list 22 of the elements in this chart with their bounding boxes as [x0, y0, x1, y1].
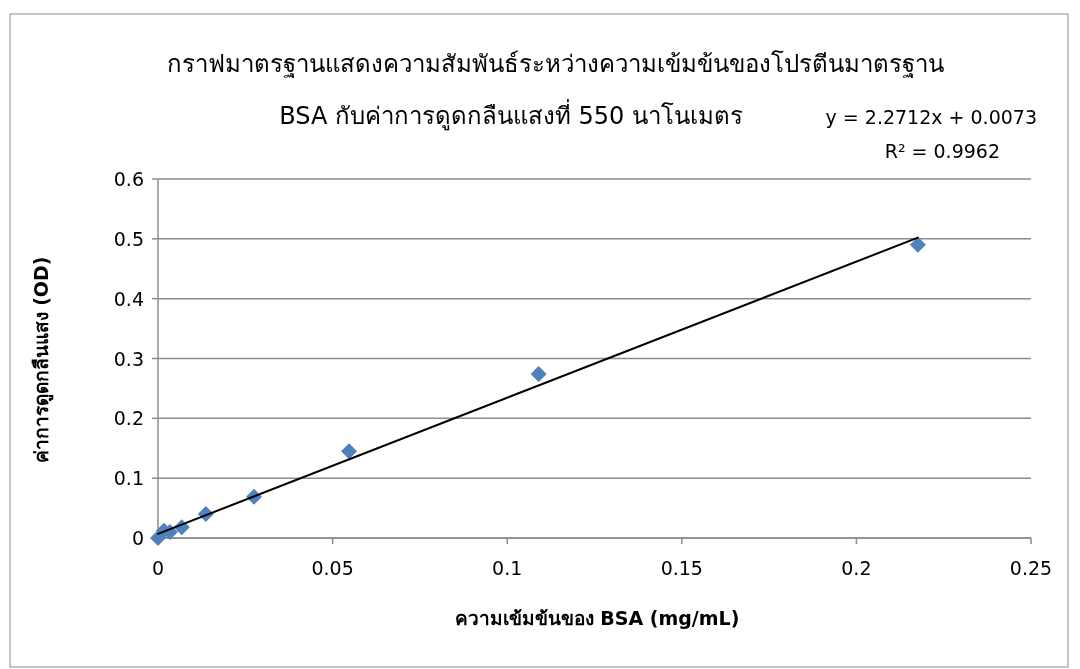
text: R² = 0.9962 [884, 140, 1000, 162]
y-tick-label: 0.2 [113, 407, 144, 430]
x-axis-title: ความเข้มข้นของ BSA (mg/mL) [454, 607, 740, 629]
y-tick-label: 0.4 [113, 287, 144, 310]
y-tick-label: 0.3 [113, 347, 144, 370]
x-tick-label: 0.1 [492, 557, 523, 579]
y-tick-label: 0.5 [113, 227, 144, 250]
x-tick-label: 0.05 [311, 557, 354, 579]
chart-subtitle: BSA กับค่าการดูดกลืนแสงที่ 550 นาโนเมตร [279, 99, 743, 131]
x-tick-label: 0.25 [1009, 557, 1053, 579]
text: y = 2.2712x + 0.0073 [825, 106, 1037, 128]
y-axis-title: ค่าการดูดกลืนแสง (OD) [30, 256, 54, 464]
point [530, 366, 547, 383]
point [909, 236, 926, 253]
x-tick-label: 0.2 [841, 557, 872, 579]
y-tick-label: 0.6 [113, 168, 144, 190]
y-tick-label: 0.1 [113, 467, 144, 490]
y-tick-label: 0 [131, 527, 144, 549]
point [341, 443, 358, 460]
chart-title: กราฟมาตรฐานแสดงความสัมพันธ์ระหว่างความเข้มข้นของโปรตีนมาตรฐาน [166, 50, 944, 78]
x-tick-label: 0.15 [660, 557, 703, 579]
x-tick-label: 0 [151, 557, 165, 579]
